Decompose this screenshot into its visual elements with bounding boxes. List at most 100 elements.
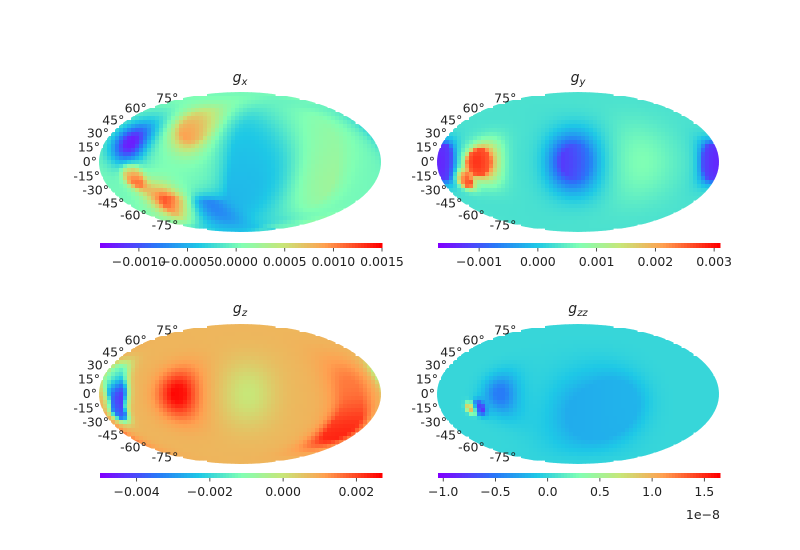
heatmap-cell — [219, 328, 224, 333]
heatmap-cell — [147, 192, 152, 197]
heatmap-cell — [589, 184, 594, 189]
heatmap-cell — [227, 128, 232, 133]
heatmap-cell — [549, 148, 554, 153]
heatmap-cell — [469, 116, 474, 121]
heatmap-cell — [375, 380, 380, 385]
heatmap-cell — [303, 172, 308, 177]
heatmap-cell — [577, 184, 582, 189]
heatmap-cell — [283, 108, 288, 113]
heatmap-cell — [135, 140, 140, 145]
heatmap-cell — [195, 340, 200, 345]
colorbar-segment — [501, 243, 505, 248]
heatmap-cell — [537, 128, 542, 133]
heatmap-cell — [275, 224, 280, 229]
heatmap-cell — [693, 188, 698, 193]
heatmap-cell — [549, 200, 554, 205]
heatmap-cell — [191, 148, 196, 153]
heatmap-cell — [557, 152, 562, 157]
heatmap-cell — [585, 196, 590, 201]
heatmap-cell — [521, 132, 526, 137]
heatmap-cell — [291, 340, 296, 345]
heatmap-cell — [557, 136, 562, 141]
heatmap-cell — [533, 96, 538, 101]
heatmap-cell — [199, 128, 204, 133]
heatmap-cell — [151, 136, 156, 141]
heatmap-cell — [275, 164, 280, 169]
heatmap-cell — [541, 112, 546, 117]
heatmap-cell — [187, 120, 192, 125]
heatmap-cell — [311, 128, 316, 133]
heatmap-cell — [351, 200, 356, 205]
heatmap-cell — [335, 156, 340, 161]
heatmap-cell — [115, 144, 120, 149]
heatmap-cell — [501, 188, 506, 193]
heatmap-cell — [323, 156, 328, 161]
heatmap-cell — [111, 164, 116, 169]
heatmap-cell — [179, 164, 184, 169]
heatmap-cell — [589, 196, 594, 201]
heatmap-cell — [573, 136, 578, 141]
heatmap-cell — [267, 100, 272, 105]
heatmap-cell — [159, 352, 164, 357]
heatmap-cell — [199, 204, 204, 209]
heatmap-cell — [287, 348, 292, 353]
heatmap-cell — [231, 156, 236, 161]
heatmap-cell — [513, 136, 518, 141]
heatmap-cell — [251, 144, 256, 149]
heatmap-cell — [585, 124, 590, 129]
heatmap-cell — [231, 124, 236, 129]
heatmap-cell — [617, 184, 622, 189]
heatmap-cell — [107, 152, 112, 157]
heatmap-cell — [553, 144, 558, 149]
heatmap-cell — [681, 204, 686, 209]
heatmap-cell — [437, 168, 442, 173]
heatmap-cell — [195, 100, 200, 105]
colorbar-segment — [202, 243, 206, 248]
heatmap-cell — [299, 360, 304, 365]
heatmap-cell — [577, 128, 582, 133]
heatmap-cell — [167, 144, 172, 149]
heatmap-cell — [589, 144, 594, 149]
heatmap-cell — [247, 120, 252, 125]
heatmap-cell — [689, 192, 694, 197]
heatmap-cell — [191, 180, 196, 185]
heatmap-cell — [175, 132, 180, 137]
heatmap-cell — [549, 208, 554, 213]
heatmap-cell — [625, 216, 630, 221]
heatmap-cell — [267, 140, 272, 145]
colorbar-segment — [115, 243, 119, 248]
heatmap-cell — [323, 128, 328, 133]
heatmap-cell — [585, 160, 590, 165]
heatmap-cell — [279, 216, 284, 221]
heatmap-cell — [537, 224, 542, 229]
heatmap-cell — [187, 344, 192, 349]
heatmap-cell — [657, 196, 662, 201]
heatmap-cell — [311, 380, 316, 385]
heatmap-cell — [299, 192, 304, 197]
heatmap-cell — [609, 120, 614, 125]
heatmap-cell — [163, 200, 168, 205]
heatmap-cell — [485, 168, 490, 173]
heatmap-cell — [167, 136, 172, 141]
heatmap-cell — [135, 348, 140, 353]
heatmap-cell — [171, 384, 176, 389]
heatmap-cell — [231, 344, 236, 349]
heatmap-cell — [159, 380, 164, 385]
heatmap-cell — [367, 372, 372, 377]
heatmap-cell — [207, 156, 212, 161]
heatmap-cell — [565, 172, 570, 177]
heatmap-cell — [247, 352, 252, 357]
heatmap-cell — [131, 164, 136, 169]
heatmap-cell — [477, 164, 482, 169]
heatmap-cell — [295, 152, 300, 157]
heatmap-cell — [211, 384, 216, 389]
heatmap-cell — [243, 112, 248, 117]
heatmap-cell — [355, 172, 360, 177]
heatmap-cell — [215, 92, 220, 97]
heatmap-cell — [557, 212, 562, 217]
heatmap-cell — [283, 212, 288, 217]
heatmap-cell — [661, 172, 666, 177]
heatmap-cell — [311, 332, 316, 337]
heatmap-cell — [609, 172, 614, 177]
